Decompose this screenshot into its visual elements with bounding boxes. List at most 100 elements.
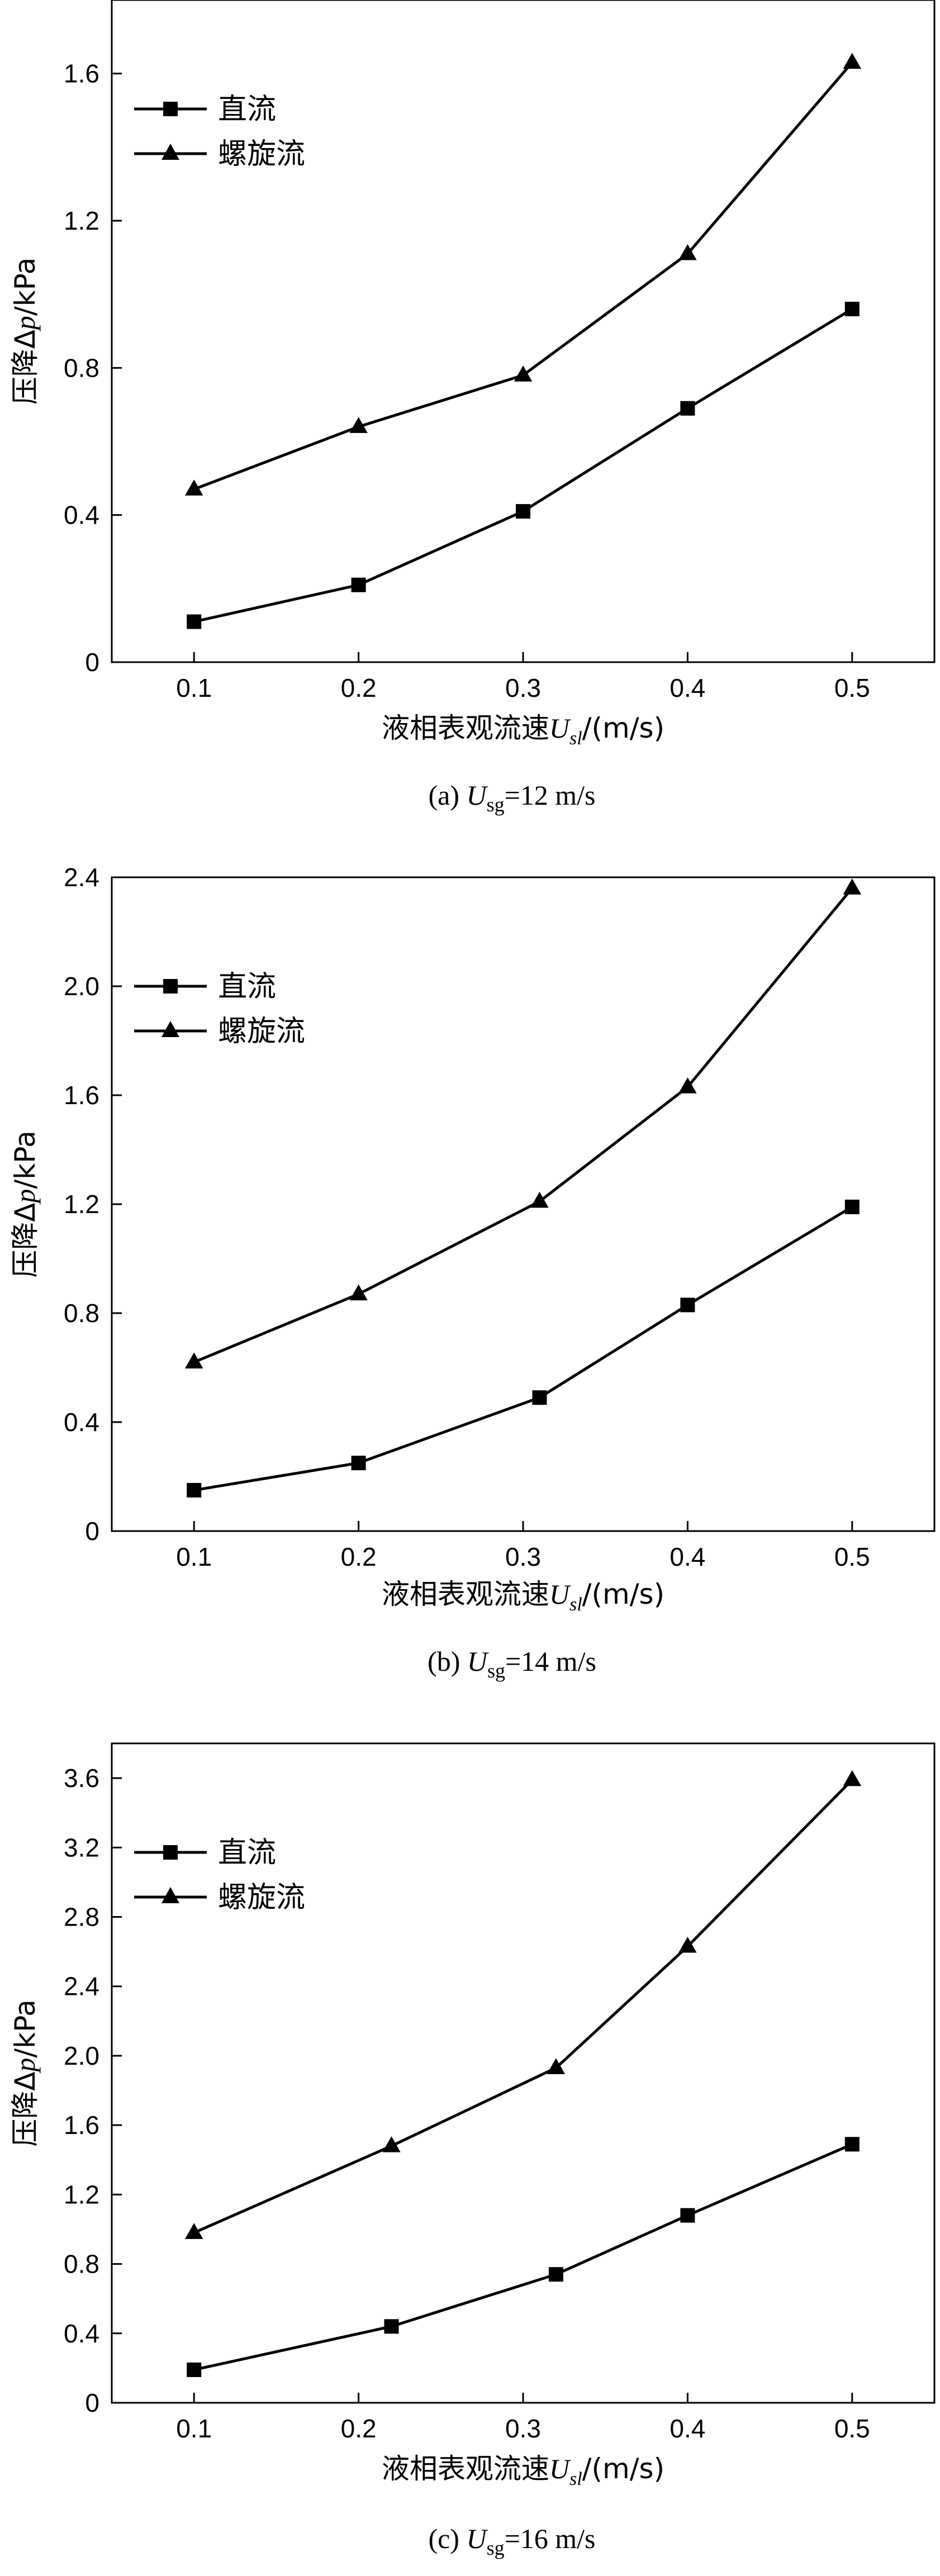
figure-caption: (c) Usg=16 m/s (428, 2523, 595, 2559)
data-point-triangle (678, 1936, 697, 1953)
x-tick-label: 0.2 (341, 2414, 377, 2443)
data-point-triangle (184, 2223, 203, 2239)
data-point-square (680, 1297, 695, 1313)
x-tick-label: 0.4 (670, 1542, 705, 1571)
x-tick-label: 0.4 (670, 2414, 705, 2443)
x-tick-label: 0.5 (834, 1542, 870, 1571)
data-point-square (680, 401, 695, 416)
x-axis-label: 液相表观流速Usl/(m/s) (382, 2453, 664, 2489)
data-point-triangle (382, 2136, 401, 2152)
chart-svg-c: 0.1 0.2 0.3 0.4 0.5 0 0.4 0.8 1.2 1.6 2.0 2.4 2.8 3.2… (9, 1742, 936, 2559)
legend-label: 螺旋流 (218, 137, 305, 171)
data-point-square (532, 1390, 547, 1405)
x-tick-label: 0.4 (670, 673, 705, 702)
series-line-straight (193, 2143, 853, 2371)
legend-label: 直流 (218, 1836, 276, 1870)
legend-label: 直流 (218, 970, 276, 1004)
y-tick-label: 0 (85, 648, 99, 677)
y-tick-label: 0 (85, 1517, 99, 1546)
legend-label: 螺旋流 (218, 1015, 305, 1048)
legend-marker-triangle (162, 144, 179, 160)
y-tick-label: 2.8 (64, 1903, 99, 1932)
figure-caption: (a) Usg=12 m/s (428, 780, 595, 816)
data-point-triangle (678, 244, 697, 260)
y-tick-label: 2.0 (64, 972, 99, 1001)
series-line-spiral (193, 887, 853, 1364)
series-line-spiral (193, 1779, 853, 2234)
data-point-triangle (184, 479, 203, 496)
legend-label: 螺旋流 (218, 1881, 305, 1914)
y-tick-label: 2.4 (64, 1972, 99, 2001)
series-line-straight (193, 1205, 853, 1492)
y-axis-label: 压降Δp/kPa (9, 1999, 41, 2147)
y-axis-label: 压降Δp/kPa (9, 258, 41, 405)
series-line-spiral (193, 61, 853, 491)
data-point-square (351, 1456, 366, 1471)
y-axis-label: 压降Δp/kPa (9, 1130, 41, 1278)
y-tick-label: 0.4 (64, 501, 99, 530)
data-point-square (680, 2208, 695, 2223)
y-tick-label: 0 (85, 2388, 99, 2417)
data-point-triangle (843, 53, 862, 69)
x-tick-label: 0.2 (341, 673, 377, 702)
data-point-triangle (514, 365, 533, 382)
x-tick-label: 0.1 (176, 673, 212, 702)
x-tick-label: 0.5 (834, 673, 870, 702)
data-point-square (844, 302, 860, 316)
data-point-square (187, 2363, 202, 2377)
data-point-square (384, 2319, 399, 2334)
x-tick-label: 0.5 (834, 2414, 870, 2443)
y-tick-label: 1.6 (64, 1081, 99, 1110)
y-tick-label: 2.4 (64, 863, 99, 892)
chart-svg-b: 0.1 0.2 0.3 0.4 0.5 0 0.4 0.8 1.2 1.6 2.0 2.4 液相表观流速… (9, 863, 936, 1682)
data-point-triangle (843, 878, 862, 895)
data-point-triangle (678, 1077, 697, 1094)
y-tick-label: 3.6 (64, 1764, 99, 1793)
x-axis-label: 液相表观流速Usl/(m/s) (382, 712, 664, 749)
chart-panel-c: 0.1 0.2 0.3 0.4 0.5 0 0.4 0.8 1.2 1.6 2.0 2.4 2.8 3.2… (0, 1721, 940, 2576)
y-tick-label: 0.8 (64, 353, 99, 382)
data-point-triangle (349, 417, 368, 433)
y-tick-label: 1.2 (64, 1190, 99, 1219)
x-axis-label: 液相表观流速Usl/(m/s) (382, 1578, 664, 1615)
y-tick-label: 1.2 (64, 206, 99, 235)
data-point-square (187, 1482, 202, 1498)
y-tick-label: 1.6 (64, 2111, 99, 2140)
legend-marker-square (163, 102, 178, 116)
chart-svg-a: 0.1 0.2 0.3 0.4 0.5 0 0.4 0.8 1.2 1.6 液相表观流速Usl/(m… (9, 0, 936, 816)
data-point-triangle (547, 2058, 566, 2074)
data-point-square (844, 1199, 860, 1214)
chart-panel-b: 0.1 0.2 0.3 0.4 0.5 0 0.4 0.8 1.2 1.6 2.0 2.4 液相表观流速… (0, 855, 940, 1710)
y-tick-label: 0.8 (64, 1299, 99, 1328)
y-tick-label: 2.0 (64, 2041, 99, 2070)
x-tick-label: 0.2 (341, 1542, 377, 1571)
data-point-square (351, 577, 366, 592)
data-point-square (548, 2267, 563, 2282)
series-line-straight (193, 307, 853, 624)
x-tick-label: 0.3 (505, 1542, 541, 1571)
x-tick-label: 0.1 (176, 1542, 212, 1571)
y-tick-label: 0.4 (64, 2319, 99, 2348)
y-tick-label: 1.2 (64, 2180, 99, 2209)
x-tick-label: 0.3 (505, 2414, 541, 2443)
y-tick-label: 0.8 (64, 2250, 99, 2279)
data-point-square (187, 614, 202, 629)
data-point-triangle (349, 1284, 368, 1301)
legend-marker-square (163, 1845, 178, 1860)
y-tick-label: 1.6 (64, 59, 99, 88)
data-point-triangle (843, 1770, 862, 1786)
data-point-triangle (530, 1191, 549, 1208)
y-tick-label: 3.2 (64, 1833, 99, 1862)
data-point-square (844, 2137, 860, 2152)
legend-label: 直流 (218, 93, 276, 126)
legend-marker-triangle (162, 1021, 179, 1037)
legend-marker-square (163, 979, 178, 994)
data-point-triangle (184, 1352, 203, 1368)
chart-panel-a: 0.1 0.2 0.3 0.4 0.5 0 0.4 0.8 1.2 1.6 液相表观流速Usl/(m… (0, 0, 940, 838)
x-tick-label: 0.1 (176, 2414, 212, 2443)
data-point-square (516, 504, 530, 519)
y-tick-label: 0.4 (64, 1408, 99, 1437)
legend-marker-triangle (162, 1887, 179, 1903)
figure-caption: (b) Usg=14 m/s (428, 1646, 596, 1682)
x-tick-label: 0.3 (505, 673, 541, 702)
